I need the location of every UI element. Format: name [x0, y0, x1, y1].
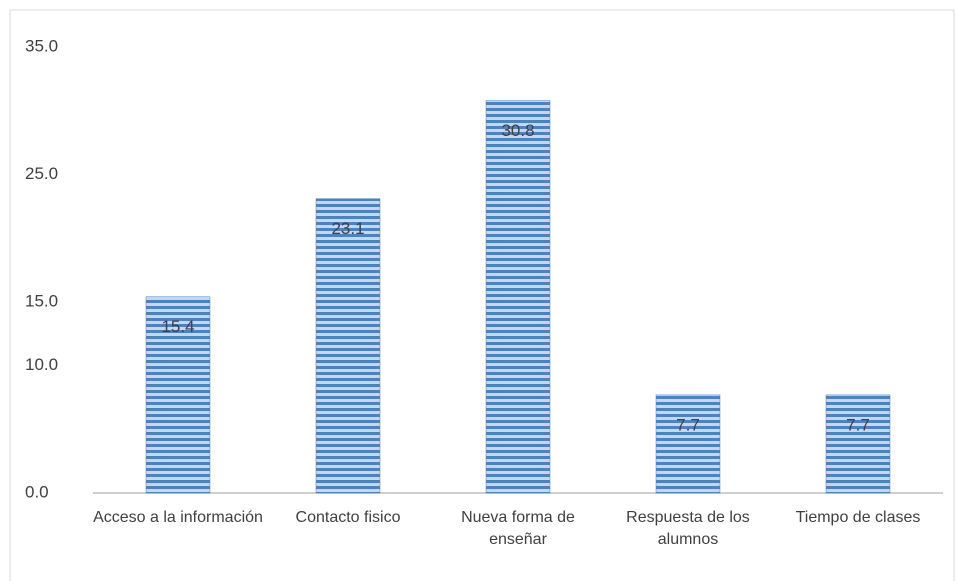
bar: [485, 100, 551, 494]
data-label: 23.1: [331, 219, 364, 238]
frame: [9, 9, 955, 581]
y-tick-label: 0.0: [25, 482, 49, 501]
bar: [315, 198, 381, 494]
bar: [145, 296, 211, 494]
y-tick-label: 10.0: [25, 355, 58, 374]
data-label: 30.8: [501, 121, 534, 140]
x-tick-label: Nueva forma de enseñar: [461, 509, 575, 548]
bar: [825, 394, 891, 494]
x-tick-label: Acceso a la información: [93, 509, 263, 526]
y-tick-label: 25.0: [25, 164, 58, 183]
y-tick-label: 15.0: [25, 291, 58, 310]
x-tick-label: Tiempo de clases: [795, 509, 921, 526]
data-label: 7.7: [676, 415, 700, 434]
y-tick-label: 35.0: [25, 36, 58, 55]
x-tick-label: Contacto fisico: [295, 509, 401, 526]
bar: [655, 394, 721, 494]
data-label: 15.4: [161, 317, 194, 336]
x-tick-label: Respuesta de los alumnos: [626, 509, 750, 548]
data-label: 7.7: [846, 415, 870, 434]
